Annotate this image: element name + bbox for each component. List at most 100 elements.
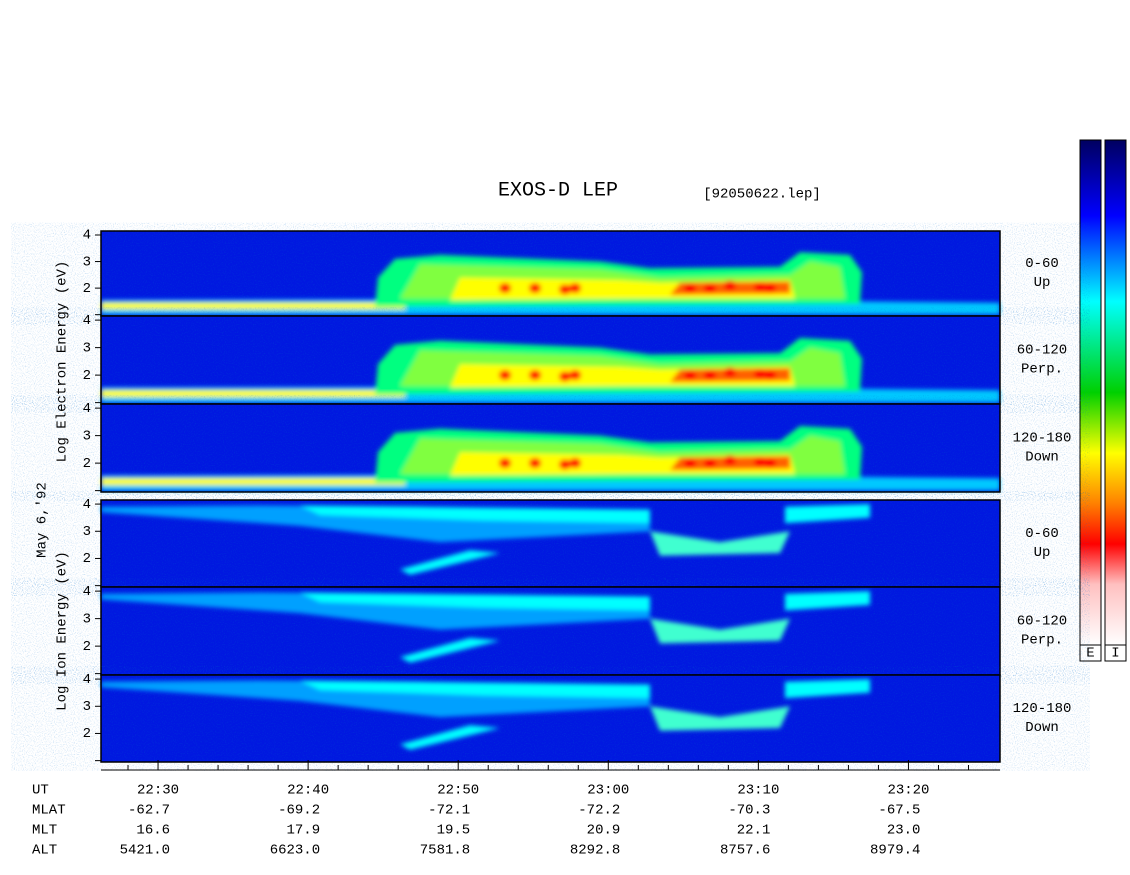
y-tick-label: 4 bbox=[83, 584, 91, 600]
flux-region bbox=[400, 725, 500, 750]
colorbar-box bbox=[1104, 644, 1127, 662]
row-value: -62.7 bbox=[128, 803, 170, 819]
row-value: -72.1 bbox=[428, 803, 470, 819]
row-value: 22.1 bbox=[737, 823, 771, 839]
row-value: -70.3 bbox=[728, 803, 770, 819]
row-value: 20.9 bbox=[587, 823, 621, 839]
flux-peak bbox=[559, 459, 571, 470]
panel-sublabel: Up bbox=[1034, 275, 1051, 291]
flux bbox=[101, 426, 1000, 491]
panel-sublabel: Perp. bbox=[1021, 633, 1063, 649]
row-value: 19.5 bbox=[437, 823, 471, 839]
y-tick-label: 2 bbox=[83, 368, 91, 384]
flux-peak bbox=[724, 280, 736, 291]
row-value: -67.5 bbox=[878, 803, 920, 819]
colorbar-label: E bbox=[1086, 646, 1094, 662]
flux-peak bbox=[764, 458, 776, 469]
flux-region bbox=[785, 504, 870, 524]
row-label: ALT bbox=[32, 843, 57, 859]
row-label: MLAT bbox=[32, 803, 66, 819]
flux-peak bbox=[569, 370, 581, 381]
y-tick-label: 4 bbox=[83, 672, 91, 688]
flux-region bbox=[101, 302, 405, 310]
y-tick-label: 2 bbox=[83, 551, 91, 567]
row-value: 8979.4 bbox=[870, 843, 920, 859]
colorbar bbox=[1104, 139, 1127, 646]
y-tick-label: 4 bbox=[83, 313, 91, 329]
panel-sublabel: Down bbox=[1025, 450, 1059, 466]
row-value: 8757.6 bbox=[720, 843, 770, 859]
row-value: -72.2 bbox=[578, 803, 620, 819]
flux-peak bbox=[529, 458, 541, 469]
flux-region bbox=[300, 680, 650, 699]
x-tick-label: 22:30 bbox=[137, 783, 179, 799]
y-tick-label: 2 bbox=[83, 456, 91, 472]
flux-peak bbox=[684, 283, 696, 294]
panel-sublabel: Down bbox=[1025, 720, 1059, 736]
panel-frame bbox=[100, 674, 1001, 763]
flux bbox=[101, 252, 1000, 315]
flux-peak bbox=[724, 367, 736, 378]
row-value: -69.2 bbox=[278, 803, 320, 819]
row-label: MLT bbox=[32, 823, 57, 839]
x-tick-label: 23:00 bbox=[587, 783, 629, 799]
x-tick-label: 22:40 bbox=[287, 783, 329, 799]
flux-region bbox=[785, 679, 870, 699]
colorbar bbox=[1079, 139, 1102, 646]
chart-title: EXOS-D LEP bbox=[498, 179, 618, 202]
spectrogram-panel bbox=[100, 586, 1001, 676]
y-axis-label: Log Ion Energy (eV) bbox=[55, 551, 71, 711]
flux-peak bbox=[754, 368, 766, 379]
panel-label: 60-120 bbox=[1017, 343, 1067, 359]
panel-label: 120-180 bbox=[1013, 431, 1072, 447]
flux-peak bbox=[569, 283, 581, 294]
y-tick-label: 3 bbox=[83, 699, 91, 715]
flux-peak bbox=[724, 455, 736, 466]
flux-region bbox=[300, 592, 650, 611]
row-value: 16.6 bbox=[136, 823, 170, 839]
flux-peak bbox=[684, 370, 696, 381]
y-tick-label: 4 bbox=[83, 401, 91, 417]
y-tick-label: 3 bbox=[83, 254, 91, 270]
flux-region bbox=[101, 478, 405, 486]
x-tick-label: 23:20 bbox=[887, 783, 929, 799]
flux-peak bbox=[704, 458, 716, 469]
y-tick-label: 2 bbox=[83, 639, 91, 655]
panel-sublabel: Perp. bbox=[1021, 362, 1063, 378]
flux-region bbox=[650, 618, 790, 644]
flux-peak bbox=[529, 283, 541, 294]
flux-peak bbox=[704, 370, 716, 381]
x-tick-label: 22:50 bbox=[437, 783, 479, 799]
y-tick-label: 4 bbox=[83, 228, 91, 244]
y-tick-label: 2 bbox=[83, 281, 91, 297]
file-label: [92050622.lep] bbox=[703, 187, 821, 203]
flux-peak bbox=[529, 370, 541, 381]
flux-peak bbox=[569, 458, 581, 469]
colorbar-box bbox=[1079, 644, 1102, 662]
flux bbox=[101, 338, 1000, 403]
flux-region bbox=[785, 591, 870, 611]
flux-region bbox=[400, 637, 500, 663]
flux-peak bbox=[764, 370, 776, 381]
y-axis-label: Log Electron Energy (eV) bbox=[55, 261, 71, 463]
y-tick-label: 3 bbox=[83, 611, 91, 627]
panel-label: 120-180 bbox=[1013, 701, 1072, 717]
flux-region bbox=[650, 706, 790, 731]
row-value: 17.9 bbox=[287, 823, 321, 839]
flux bbox=[101, 679, 870, 750]
flux-region bbox=[650, 531, 790, 556]
row-value: 23.0 bbox=[887, 823, 921, 839]
flux-region bbox=[101, 390, 405, 398]
panel-label: 0-60 bbox=[1025, 526, 1059, 542]
spectrogram-panel bbox=[100, 230, 1001, 317]
flux bbox=[101, 504, 870, 575]
y-tick-label: 4 bbox=[83, 497, 91, 513]
row-label: UT bbox=[32, 783, 49, 799]
colorbar-label: I bbox=[1111, 646, 1119, 662]
flux-peak bbox=[499, 370, 511, 381]
flux-peak bbox=[764, 283, 776, 294]
y-tick-label: 2 bbox=[83, 726, 91, 742]
panel-sublabel: Up bbox=[1034, 545, 1051, 561]
y-tick-label: 3 bbox=[83, 524, 91, 540]
